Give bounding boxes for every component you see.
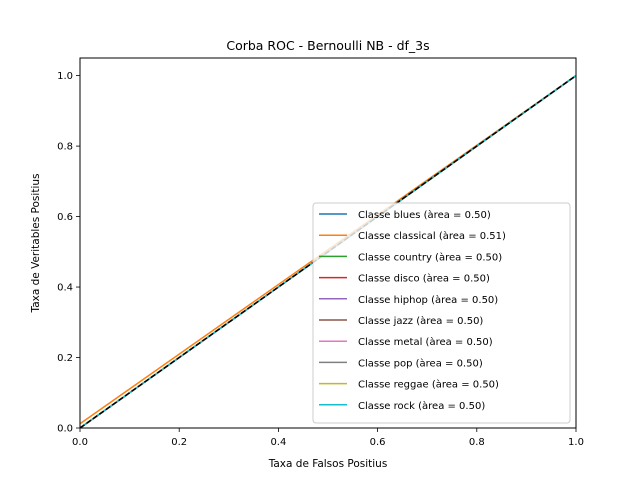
y-axis-ticks: 0.0 0.2 0.4 0.6 0.8 1.0 [57, 71, 80, 435]
legend-label: Classe pop (àrea = 0.50) [358, 357, 483, 369]
x-axis-label: Taxa de Falsos Positius [268, 458, 388, 470]
legend-label: Classe jazz (àrea = 0.50) [358, 315, 483, 327]
y-tick-label: 1.0 [57, 71, 73, 82]
legend-box [312, 202, 571, 424]
x-tick-label: 0.8 [469, 437, 485, 448]
y-tick-label: 0.0 [57, 424, 73, 435]
legend-label: Classe reggae (àrea = 0.50) [358, 379, 499, 391]
legend-label: Classe disco (àrea = 0.50) [358, 273, 490, 285]
y-tick-label: 0.8 [57, 142, 73, 153]
x-tick-label: 0.6 [370, 437, 386, 448]
x-tick-label: 0.4 [270, 437, 286, 448]
legend-label: Classe rock (àrea = 0.50) [358, 400, 485, 412]
x-tick-label: 1.0 [568, 437, 584, 448]
x-tick-label: 0.0 [72, 437, 88, 448]
x-axis-ticks: 0.0 0.2 0.4 0.6 0.8 1.0 [72, 428, 584, 448]
y-tick-label: 0.2 [57, 353, 73, 364]
chart-title: Corba ROC - Bernoulli NB - df_3s [226, 38, 429, 53]
y-axis-label: Taxa de Veritables Positius [30, 174, 42, 314]
y-tick-label: 0.6 [57, 212, 73, 223]
legend-label: Classe blues (àrea = 0.50) [358, 209, 491, 221]
legend-label: Classe country (àrea = 0.50) [358, 251, 502, 263]
legend-label: Classe hiphop (àrea = 0.50) [358, 294, 498, 306]
legend: Classe blues (àrea = 0.50) Classe classic… [312, 202, 571, 424]
plot-frame [79, 57, 577, 429]
legend-label: Classe classical (àrea = 0.51) [358, 230, 506, 242]
x-tick-label: 0.2 [171, 437, 187, 448]
y-tick-label: 0.4 [57, 283, 73, 294]
legend-label: Classe metal (àrea = 0.50) [358, 336, 493, 348]
